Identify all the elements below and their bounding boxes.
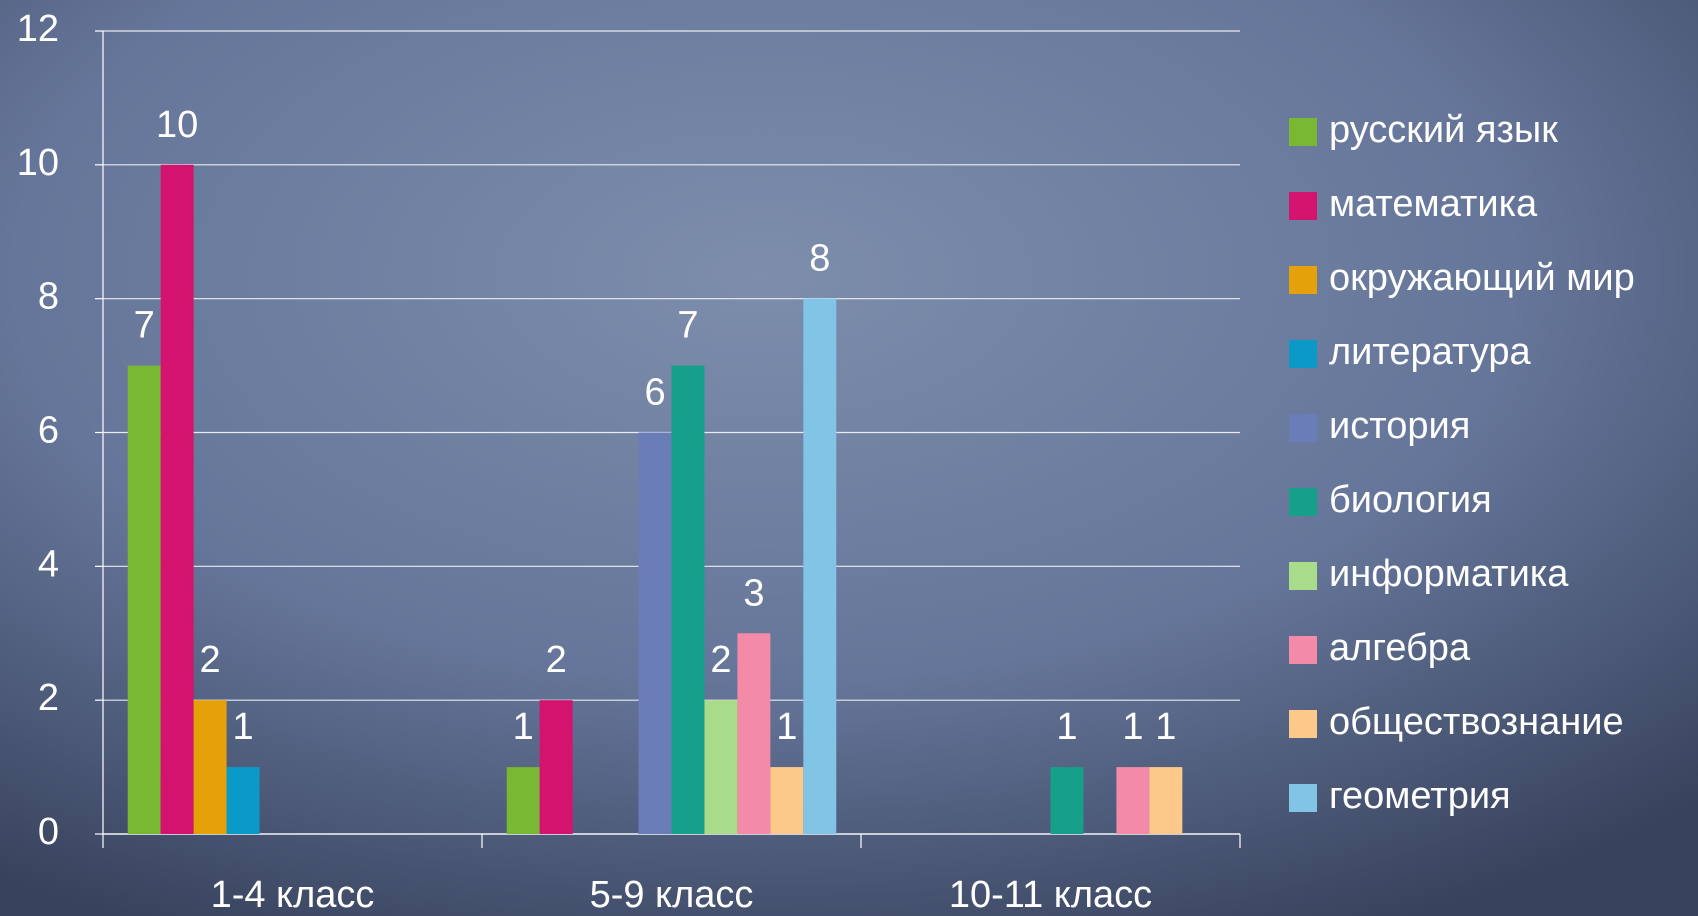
legend-swatch — [1289, 488, 1317, 516]
bar — [127, 365, 161, 834]
data-label: 1 — [513, 706, 534, 748]
legend-swatch — [1289, 636, 1317, 664]
data-label: 7 — [677, 305, 698, 347]
data-label: 1 — [776, 706, 797, 748]
y-tick-label: 8 — [38, 276, 59, 318]
data-label: 1 — [1155, 706, 1176, 748]
bar — [803, 298, 837, 835]
y-tick-label: 6 — [38, 410, 59, 452]
y-tick-label: 2 — [38, 677, 59, 719]
data-label: 1 — [232, 706, 253, 748]
legend-swatch — [1289, 710, 1317, 738]
data-label: 2 — [710, 639, 731, 681]
bar — [193, 700, 227, 834]
x-tick-label: 1-4 класс — [211, 874, 375, 916]
legend-label: обществознание — [1329, 701, 1624, 743]
legend-label: литература — [1329, 331, 1531, 373]
legend-label: биология — [1329, 479, 1492, 521]
y-tick-label: 4 — [38, 543, 59, 585]
legend-label: математика — [1329, 183, 1538, 225]
bar — [1149, 767, 1183, 834]
legend-label: русский язык — [1329, 109, 1558, 151]
data-label: 7 — [134, 305, 155, 347]
legend-label: алгебра — [1329, 627, 1471, 669]
data-label: 3 — [743, 572, 764, 614]
data-label: 6 — [644, 372, 665, 414]
data-label: 1 — [1056, 706, 1077, 748]
data-label: 1 — [1122, 706, 1143, 748]
legend-swatch — [1289, 414, 1317, 442]
data-label: 10 — [156, 104, 198, 146]
bar — [1116, 767, 1150, 834]
x-tick-label: 5-9 класс — [590, 874, 754, 916]
data-label: 8 — [809, 238, 830, 280]
legend-swatch — [1289, 192, 1317, 220]
data-label: 2 — [546, 639, 567, 681]
y-tick-label: 12 — [17, 8, 59, 50]
legend-swatch — [1289, 784, 1317, 812]
bar — [226, 767, 260, 834]
y-tick-label: 0 — [38, 811, 59, 853]
y-tick-label: 10 — [17, 142, 59, 184]
x-tick-label: 10-11 класс — [949, 874, 1152, 916]
legend-swatch — [1289, 340, 1317, 368]
legend-label: геометрия — [1329, 775, 1511, 817]
bar — [506, 767, 540, 834]
bar — [160, 164, 194, 835]
bar — [737, 633, 771, 834]
legend-swatch — [1289, 562, 1317, 590]
bar — [770, 767, 804, 834]
legend-swatch — [1289, 266, 1317, 294]
legend-label: история — [1329, 405, 1470, 447]
legend-label: информатика — [1329, 553, 1569, 595]
data-label: 2 — [200, 639, 221, 681]
bar — [1050, 767, 1084, 834]
bar — [638, 432, 672, 834]
bar — [539, 700, 573, 834]
bar — [671, 365, 705, 834]
legend-swatch — [1289, 118, 1317, 146]
bar — [704, 700, 738, 834]
legend-label: окружающий мир — [1329, 257, 1635, 299]
legend: русский язык математика окружающий мир лите… — [1289, 109, 1635, 817]
